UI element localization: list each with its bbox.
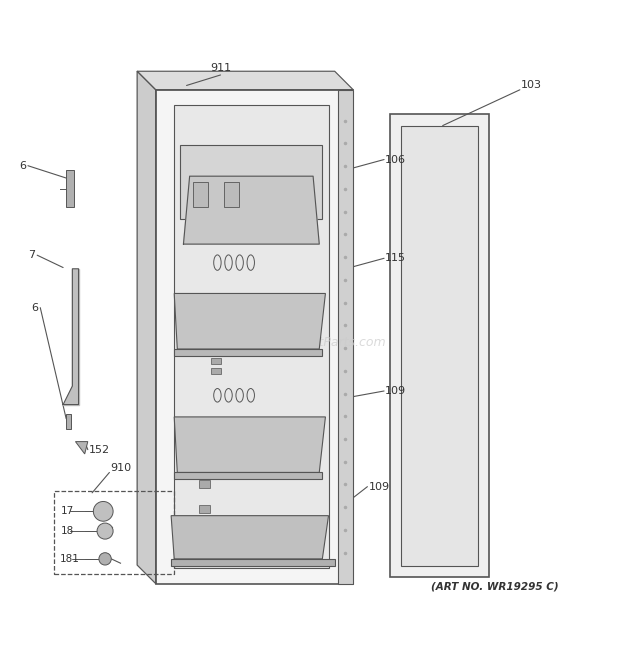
Bar [338, 90, 353, 584]
Bar [199, 481, 210, 488]
Bar [156, 90, 353, 584]
Text: 115: 115 [385, 253, 406, 263]
Bar [54, 491, 174, 574]
Polygon shape [184, 176, 319, 244]
Text: 910: 910 [110, 463, 132, 473]
Text: 18: 18 [61, 526, 74, 536]
Text: eReplacementParts.com: eReplacementParts.com [234, 336, 386, 350]
Circle shape [94, 502, 113, 522]
Text: 103: 103 [521, 81, 542, 91]
Polygon shape [171, 516, 329, 559]
Text: 109: 109 [369, 482, 390, 492]
Text: 7: 7 [29, 251, 35, 260]
Text: (ART NO. WR19295 C): (ART NO. WR19295 C) [432, 582, 559, 592]
Text: 17: 17 [61, 506, 74, 516]
Text: 6: 6 [32, 303, 38, 313]
Text: 152: 152 [89, 445, 110, 455]
Bar [174, 473, 322, 479]
Bar [66, 414, 71, 429]
Bar [390, 114, 489, 578]
Bar [401, 126, 478, 566]
Bar [211, 358, 221, 364]
Polygon shape [63, 269, 79, 405]
Circle shape [97, 523, 113, 539]
Bar [171, 559, 335, 566]
Polygon shape [174, 293, 326, 349]
Bar [174, 105, 329, 568]
Bar [199, 505, 210, 512]
Bar [211, 368, 221, 373]
Polygon shape [76, 442, 88, 454]
Text: 6: 6 [19, 161, 26, 171]
Text: 106: 106 [385, 155, 406, 165]
Bar [66, 170, 74, 207]
Polygon shape [137, 71, 156, 584]
Polygon shape [180, 145, 322, 219]
Bar [174, 349, 322, 356]
Text: 911: 911 [210, 63, 231, 73]
Text: 181: 181 [60, 554, 79, 564]
Circle shape [99, 553, 111, 565]
Text: 109: 109 [385, 386, 407, 396]
Polygon shape [137, 71, 353, 90]
Polygon shape [174, 417, 326, 473]
Bar [193, 182, 208, 207]
Bar [224, 182, 239, 207]
